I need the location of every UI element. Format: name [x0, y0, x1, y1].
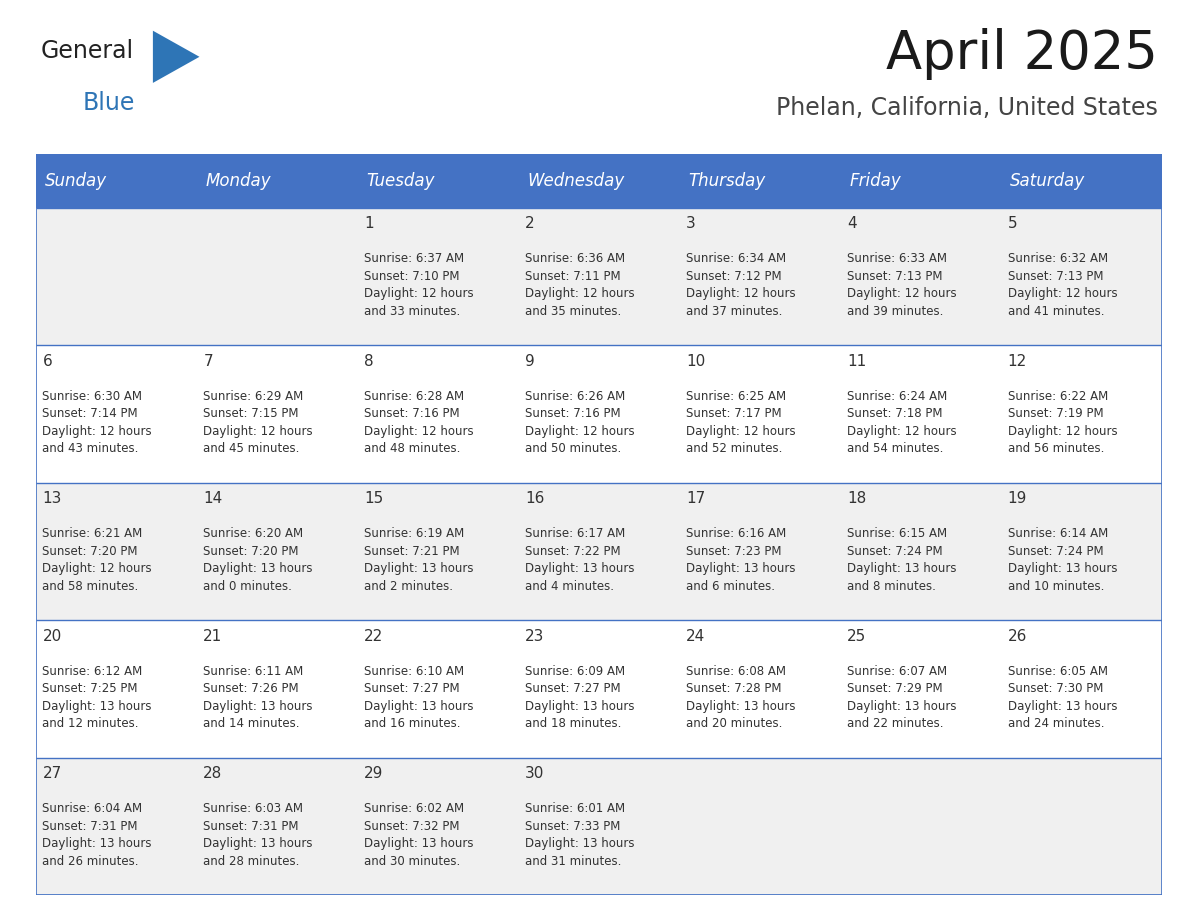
Text: Sunrise: 6:17 AM
Sunset: 7:22 PM
Daylight: 13 hours
and 4 minutes.: Sunrise: 6:17 AM Sunset: 7:22 PM Dayligh… [525, 527, 634, 592]
Text: 7: 7 [203, 354, 213, 369]
Bar [358, 154, 518, 207]
Text: 9: 9 [525, 354, 535, 369]
Text: Sunrise: 6:05 AM
Sunset: 7:30 PM
Daylight: 13 hours
and 24 minutes.: Sunrise: 6:05 AM Sunset: 7:30 PM Dayligh… [1007, 665, 1117, 730]
Text: 5: 5 [1007, 217, 1017, 231]
Bar [518, 154, 680, 207]
Text: 18: 18 [847, 491, 866, 507]
Text: 19: 19 [1007, 491, 1028, 507]
Text: Sunrise: 6:15 AM
Sunset: 7:24 PM
Daylight: 13 hours
and 8 minutes.: Sunrise: 6:15 AM Sunset: 7:24 PM Dayligh… [847, 527, 956, 592]
Text: 10: 10 [685, 354, 706, 369]
Text: 12: 12 [1007, 354, 1026, 369]
Bar [1001, 154, 1162, 207]
Text: General: General [40, 39, 134, 63]
Text: Sunrise: 6:02 AM
Sunset: 7:32 PM
Daylight: 13 hours
and 30 minutes.: Sunrise: 6:02 AM Sunset: 7:32 PM Dayligh… [365, 802, 474, 868]
Text: 23: 23 [525, 629, 544, 644]
Bar [36, 345, 1162, 483]
Text: 17: 17 [685, 491, 706, 507]
Text: Sunrise: 6:26 AM
Sunset: 7:16 PM
Daylight: 12 hours
and 50 minutes.: Sunrise: 6:26 AM Sunset: 7:16 PM Dayligh… [525, 389, 634, 455]
Text: 2: 2 [525, 217, 535, 231]
Text: Sunrise: 6:28 AM
Sunset: 7:16 PM
Daylight: 12 hours
and 48 minutes.: Sunrise: 6:28 AM Sunset: 7:16 PM Dayligh… [365, 389, 474, 455]
Text: 1: 1 [365, 217, 374, 231]
Text: Blue: Blue [82, 91, 134, 116]
Text: Sunday: Sunday [45, 172, 107, 190]
Text: Sunrise: 6:14 AM
Sunset: 7:24 PM
Daylight: 13 hours
and 10 minutes.: Sunrise: 6:14 AM Sunset: 7:24 PM Dayligh… [1007, 527, 1117, 592]
Text: 21: 21 [203, 629, 222, 644]
Text: Sunrise: 6:12 AM
Sunset: 7:25 PM
Daylight: 13 hours
and 12 minutes.: Sunrise: 6:12 AM Sunset: 7:25 PM Dayligh… [43, 665, 152, 730]
Bar [36, 207, 1162, 345]
Text: 13: 13 [43, 491, 62, 507]
Text: Sunrise: 6:01 AM
Sunset: 7:33 PM
Daylight: 13 hours
and 31 minutes.: Sunrise: 6:01 AM Sunset: 7:33 PM Dayligh… [525, 802, 634, 868]
Bar [680, 154, 840, 207]
Text: Sunrise: 6:20 AM
Sunset: 7:20 PM
Daylight: 13 hours
and 0 minutes.: Sunrise: 6:20 AM Sunset: 7:20 PM Dayligh… [203, 527, 312, 592]
Text: Sunrise: 6:19 AM
Sunset: 7:21 PM
Daylight: 13 hours
and 2 minutes.: Sunrise: 6:19 AM Sunset: 7:21 PM Dayligh… [365, 527, 474, 592]
Text: 14: 14 [203, 491, 222, 507]
Text: Sunrise: 6:34 AM
Sunset: 7:12 PM
Daylight: 12 hours
and 37 minutes.: Sunrise: 6:34 AM Sunset: 7:12 PM Dayligh… [685, 252, 796, 318]
Text: Tuesday: Tuesday [366, 172, 435, 190]
Text: 26: 26 [1007, 629, 1028, 644]
Text: Friday: Friday [849, 172, 901, 190]
Text: 8: 8 [365, 354, 374, 369]
Text: 25: 25 [847, 629, 866, 644]
Text: Monday: Monday [206, 172, 271, 190]
Text: Sunrise: 6:25 AM
Sunset: 7:17 PM
Daylight: 12 hours
and 52 minutes.: Sunrise: 6:25 AM Sunset: 7:17 PM Dayligh… [685, 389, 796, 455]
Bar [36, 154, 196, 207]
Text: Sunrise: 6:32 AM
Sunset: 7:13 PM
Daylight: 12 hours
and 41 minutes.: Sunrise: 6:32 AM Sunset: 7:13 PM Dayligh… [1007, 252, 1118, 318]
Text: 15: 15 [365, 491, 384, 507]
Text: Sunrise: 6:11 AM
Sunset: 7:26 PM
Daylight: 13 hours
and 14 minutes.: Sunrise: 6:11 AM Sunset: 7:26 PM Dayligh… [203, 665, 312, 730]
Text: Thursday: Thursday [688, 172, 765, 190]
Bar [36, 757, 1162, 895]
Text: Wednesday: Wednesday [527, 172, 625, 190]
Text: Sunrise: 6:09 AM
Sunset: 7:27 PM
Daylight: 13 hours
and 18 minutes.: Sunrise: 6:09 AM Sunset: 7:27 PM Dayligh… [525, 665, 634, 730]
Bar [840, 154, 1001, 207]
Text: 16: 16 [525, 491, 544, 507]
Polygon shape [153, 30, 200, 83]
Text: 29: 29 [365, 767, 384, 781]
Text: 4: 4 [847, 217, 857, 231]
Bar [36, 483, 1162, 620]
Text: Sunrise: 6:22 AM
Sunset: 7:19 PM
Daylight: 12 hours
and 56 minutes.: Sunrise: 6:22 AM Sunset: 7:19 PM Dayligh… [1007, 389, 1118, 455]
Bar [196, 154, 358, 207]
Text: 28: 28 [203, 767, 222, 781]
Text: Sunrise: 6:37 AM
Sunset: 7:10 PM
Daylight: 12 hours
and 33 minutes.: Sunrise: 6:37 AM Sunset: 7:10 PM Dayligh… [365, 252, 474, 318]
Text: 3: 3 [685, 217, 696, 231]
Text: Sunrise: 6:21 AM
Sunset: 7:20 PM
Daylight: 12 hours
and 58 minutes.: Sunrise: 6:21 AM Sunset: 7:20 PM Dayligh… [43, 527, 152, 592]
Text: 27: 27 [43, 767, 62, 781]
Text: 30: 30 [525, 767, 544, 781]
Text: Sunrise: 6:10 AM
Sunset: 7:27 PM
Daylight: 13 hours
and 16 minutes.: Sunrise: 6:10 AM Sunset: 7:27 PM Dayligh… [365, 665, 474, 730]
Text: Sunrise: 6:36 AM
Sunset: 7:11 PM
Daylight: 12 hours
and 35 minutes.: Sunrise: 6:36 AM Sunset: 7:11 PM Dayligh… [525, 252, 634, 318]
Text: Sunrise: 6:04 AM
Sunset: 7:31 PM
Daylight: 13 hours
and 26 minutes.: Sunrise: 6:04 AM Sunset: 7:31 PM Dayligh… [43, 802, 152, 868]
Text: April 2025: April 2025 [886, 28, 1158, 80]
Text: Phelan, California, United States: Phelan, California, United States [777, 96, 1158, 120]
Text: Sunrise: 6:29 AM
Sunset: 7:15 PM
Daylight: 12 hours
and 45 minutes.: Sunrise: 6:29 AM Sunset: 7:15 PM Dayligh… [203, 389, 312, 455]
Text: Sunrise: 6:03 AM
Sunset: 7:31 PM
Daylight: 13 hours
and 28 minutes.: Sunrise: 6:03 AM Sunset: 7:31 PM Dayligh… [203, 802, 312, 868]
Text: Sunrise: 6:08 AM
Sunset: 7:28 PM
Daylight: 13 hours
and 20 minutes.: Sunrise: 6:08 AM Sunset: 7:28 PM Dayligh… [685, 665, 796, 730]
Text: Sunrise: 6:07 AM
Sunset: 7:29 PM
Daylight: 13 hours
and 22 minutes.: Sunrise: 6:07 AM Sunset: 7:29 PM Dayligh… [847, 665, 956, 730]
Text: Sunrise: 6:16 AM
Sunset: 7:23 PM
Daylight: 13 hours
and 6 minutes.: Sunrise: 6:16 AM Sunset: 7:23 PM Dayligh… [685, 527, 796, 592]
Text: 20: 20 [43, 629, 62, 644]
Text: 11: 11 [847, 354, 866, 369]
Bar [36, 620, 1162, 757]
Text: 24: 24 [685, 629, 706, 644]
Text: Sunrise: 6:24 AM
Sunset: 7:18 PM
Daylight: 12 hours
and 54 minutes.: Sunrise: 6:24 AM Sunset: 7:18 PM Dayligh… [847, 389, 956, 455]
Text: Saturday: Saturday [1010, 172, 1085, 190]
Text: 6: 6 [43, 354, 52, 369]
Text: 22: 22 [365, 629, 384, 644]
Text: Sunrise: 6:30 AM
Sunset: 7:14 PM
Daylight: 12 hours
and 43 minutes.: Sunrise: 6:30 AM Sunset: 7:14 PM Dayligh… [43, 389, 152, 455]
Text: Sunrise: 6:33 AM
Sunset: 7:13 PM
Daylight: 12 hours
and 39 minutes.: Sunrise: 6:33 AM Sunset: 7:13 PM Dayligh… [847, 252, 956, 318]
